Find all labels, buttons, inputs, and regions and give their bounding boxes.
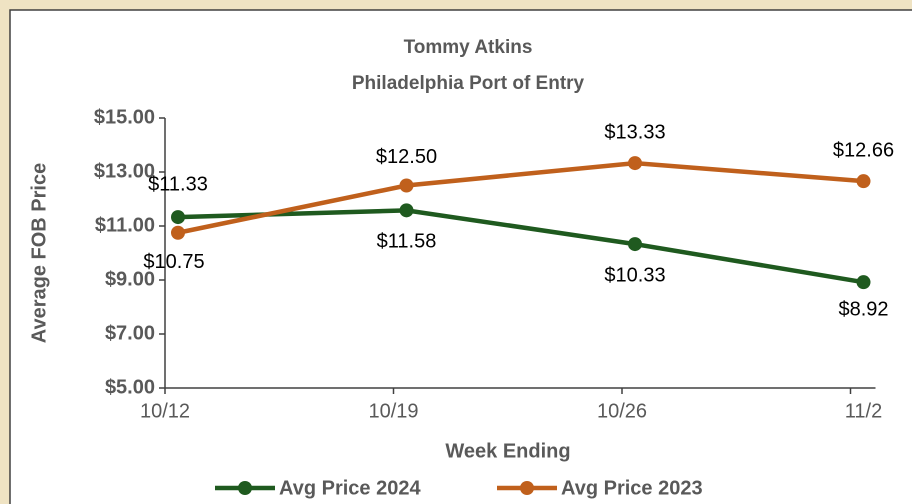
y-tick-label: $11.00 (95, 214, 155, 236)
point (171, 210, 185, 225)
point (856, 174, 871, 189)
data-label: $12.66 (833, 139, 894, 161)
data-label: $11.33 (148, 173, 208, 195)
y-tick-label: $5.00 (105, 376, 155, 398)
legend-marker (238, 481, 252, 495)
point (628, 237, 642, 252)
y-tick-label: $7.00 (105, 322, 155, 344)
point (399, 178, 414, 193)
data-label: $8.92 (838, 298, 888, 320)
x-tick-label: 10/26 (597, 400, 647, 422)
legend-label: Avg Price 2023 (561, 477, 703, 499)
point (171, 225, 185, 240)
data-label: $12.50 (376, 146, 437, 168)
series-line (177, 160, 864, 235)
y-axis-label: Average FOB Price (28, 163, 50, 343)
data-label: $13.33 (604, 121, 665, 143)
x-tick-label: 10/12 (140, 400, 190, 422)
series-line (177, 208, 864, 285)
chart-subtitle: Philadelphia Port of Entry (352, 73, 585, 94)
point (628, 156, 642, 171)
y-tick-label: $15.00 (94, 106, 155, 128)
x-axis-label: Week Ending (445, 440, 570, 462)
chart-panel (9, 9, 912, 504)
legend-marker (520, 481, 534, 495)
data-label: $10.33 (604, 264, 665, 286)
y-tick-label: $9.00 (105, 268, 155, 290)
y-tick-label: $13.00 (94, 160, 155, 182)
data-label: $10.75 (143, 251, 204, 273)
x-tick-label: 10/19 (368, 400, 418, 422)
x-tick-label: 11/2 (845, 400, 882, 422)
legend-label: Avg Price 2024 (279, 477, 421, 499)
data-label: $11.58 (377, 231, 437, 253)
point (399, 203, 414, 218)
chart-title: Tommy Atkins (404, 37, 533, 58)
point (856, 275, 871, 290)
